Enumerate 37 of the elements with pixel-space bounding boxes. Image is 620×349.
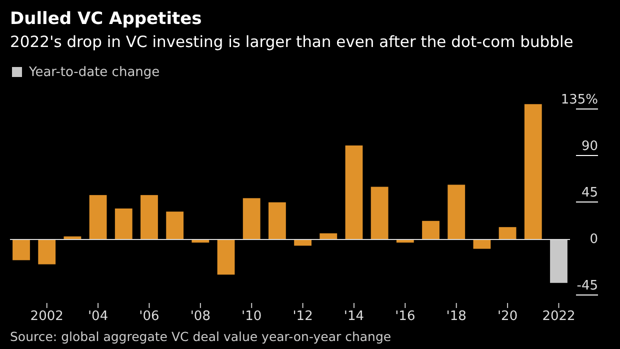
x-tick-label: 2002: [30, 309, 64, 324]
bar: [217, 240, 235, 275]
chart-title: Dulled VC Appetites: [10, 9, 202, 29]
bar: [114, 208, 132, 240]
bar: [345, 145, 363, 240]
x-tick-label: '06: [139, 309, 160, 324]
bar: [12, 240, 30, 260]
bar: [550, 240, 568, 283]
source-note: Source: global aggregate VC deal value year-on-year change: [10, 329, 392, 344]
y-tick-label: 45: [581, 186, 598, 201]
bar: [473, 240, 491, 249]
bar: [448, 184, 466, 240]
chart-subtitle: 2022's drop in VC investing is larger than even after the dot-com bubble: [10, 33, 574, 51]
bar: [370, 186, 388, 240]
x-tick-label: '20: [497, 309, 518, 324]
bar: [166, 212, 184, 240]
x-tick-label: '14: [344, 309, 364, 324]
bar: [524, 104, 542, 240]
y-tick-label: 90: [581, 139, 598, 154]
x-tick-label: '12: [292, 309, 313, 324]
bar: [38, 240, 56, 264]
y-tick-label: 135%: [560, 92, 598, 108]
bar: [140, 195, 158, 240]
x-tick-label: '08: [190, 309, 210, 324]
bar: [242, 198, 260, 240]
x-tick-label: '04: [88, 309, 108, 324]
bar: [268, 202, 286, 240]
bar: [422, 220, 440, 240]
x-tick-label: '18: [446, 309, 466, 324]
x-tick-label: 2022: [542, 309, 576, 324]
y-tick-label: -45: [576, 278, 598, 294]
bar: [498, 227, 516, 240]
y-tick-label: 0: [590, 232, 598, 248]
x-tick-label: '16: [395, 309, 416, 324]
x-tick-label: '10: [242, 309, 262, 324]
text: Year-to-date change: [28, 65, 160, 80]
bar: [89, 195, 107, 240]
